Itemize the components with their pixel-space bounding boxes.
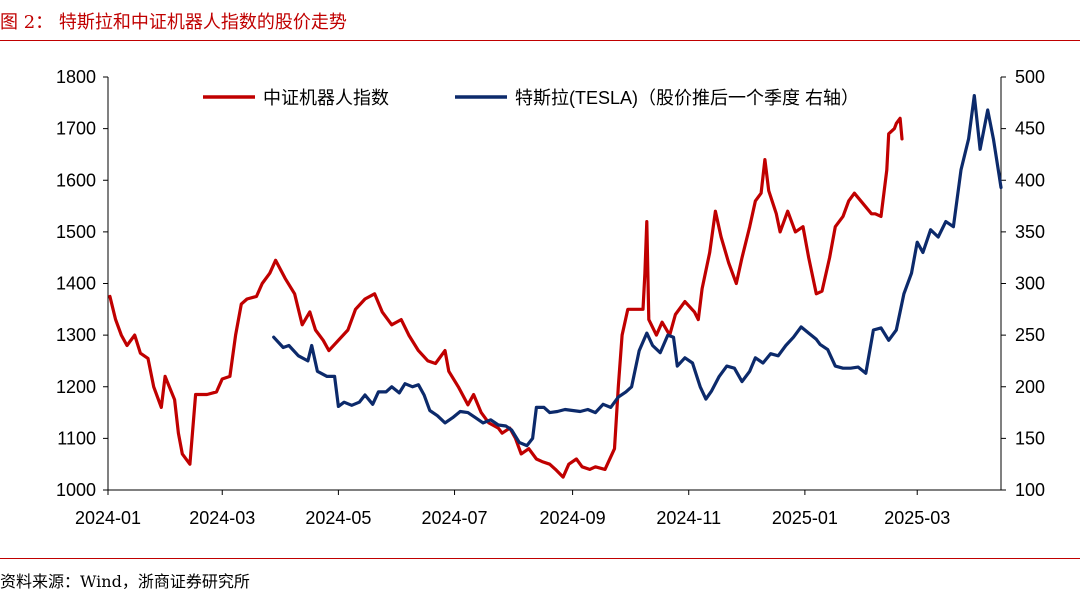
right-y-tick-label: 350 xyxy=(1015,222,1045,242)
x-tick-label: 2024-09 xyxy=(540,508,606,528)
title-rule xyxy=(0,40,1080,41)
legend-robot-index-label: 中证机器人指数 xyxy=(263,88,389,108)
x-tick-label: 2024-05 xyxy=(305,508,371,528)
right-y-tick-label: 400 xyxy=(1015,170,1045,190)
x-tick-label: 2024-03 xyxy=(189,508,255,528)
right-y-tick-label: 500 xyxy=(1015,67,1045,87)
left-y-tick-label: 1200 xyxy=(56,377,96,397)
x-tick-label: 2024-07 xyxy=(422,508,488,528)
left-y-tick-label: 1000 xyxy=(56,480,96,500)
figure-title: 图 2： 特斯拉和中证机器人指数的股价走势 xyxy=(0,12,347,33)
left-y-tick-label: 1300 xyxy=(56,325,96,345)
source-note: 资料来源：Wind，浙商证券研究所 xyxy=(0,572,250,591)
x-tick-label: 2024-01 xyxy=(75,508,141,528)
legend-tesla-label: 特斯拉(TESLA)（股价推后一个季度 右轴） xyxy=(515,88,859,108)
chart-legend: 中证机器人指数 特斯拉(TESLA)（股价推后一个季度 右轴） xyxy=(203,88,859,108)
right-y-tick-label: 100 xyxy=(1015,480,1045,500)
left-y-tick-label: 1100 xyxy=(57,428,96,448)
left-y-tick-label: 1700 xyxy=(56,119,96,139)
source-rule xyxy=(0,558,1080,559)
right-y-tick-label: 150 xyxy=(1015,428,1045,448)
line-chart: 1000 1100 1200 1300 1400 1500 1600 1700 1800 100 1… xyxy=(56,67,1045,528)
right-y-tick-label: 450 xyxy=(1015,119,1045,139)
x-tick-label: 2024-11 xyxy=(656,508,721,528)
left-y-tick-label: 1800 xyxy=(56,67,96,87)
x-tick-label: 2025-03 xyxy=(884,508,950,528)
right-y-tick-label: 250 xyxy=(1015,325,1045,345)
x-tick-label: 2025-01 xyxy=(772,508,838,528)
robot-index-series-line xyxy=(108,116,904,479)
tesla-series-line xyxy=(272,94,1003,448)
left-y-tick-label: 1400 xyxy=(56,274,96,294)
left-y-tick-label: 1600 xyxy=(56,170,96,190)
right-y-tick-label: 200 xyxy=(1015,377,1045,397)
left-y-tick-label: 1500 xyxy=(56,222,96,242)
right-y-tick-label: 300 xyxy=(1015,274,1045,294)
